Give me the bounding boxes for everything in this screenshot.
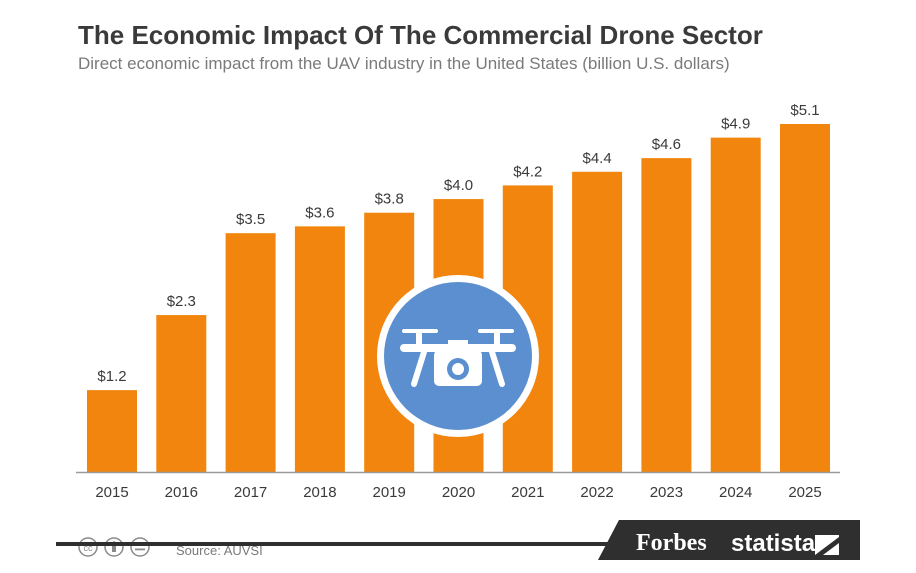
x-tick-2018: 2018 <box>303 484 336 501</box>
x-tick-2021: 2021 <box>511 484 544 501</box>
x-tick-2015: 2015 <box>95 484 128 501</box>
statista-brand: statista <box>731 530 816 557</box>
x-tick-2023: 2023 <box>650 484 683 501</box>
data-label-2019: $3.8 <box>375 191 404 208</box>
data-label-2024: $4.9 <box>721 116 750 133</box>
cc-icon: cc <box>78 537 98 557</box>
footer-bar <box>56 542 860 546</box>
data-label-2017: $3.5 <box>236 211 265 228</box>
forbes-brand: Forbes <box>636 530 707 556</box>
x-tick-2020: 2020 <box>442 484 475 501</box>
bar-2023 <box>641 158 692 472</box>
bar-2025 <box>780 124 830 472</box>
bar-2015 <box>87 390 137 472</box>
license-icons: cc <box>78 536 158 563</box>
chart-subtitle: Direct economic impact from the UAV indu… <box>78 54 730 73</box>
data-label-2025: $5.1 <box>790 102 819 119</box>
attribution-icon <box>104 537 124 557</box>
x-tick-2025: 2025 <box>788 484 821 501</box>
x-tick-2016: 2016 <box>165 484 198 501</box>
bar-chart: $1.2 2015 $2.3 2016 $3.5 2017 $3.6 2018 $3.8 2019… <box>76 102 840 501</box>
svg-text:cc: cc <box>84 543 94 553</box>
data-label-2016: $2.3 <box>167 293 196 310</box>
bar-2018 <box>294 226 345 472</box>
data-label-2020: $4.0 <box>444 177 473 194</box>
chart-title: The Economic Impact Of The Commercial Dr… <box>78 20 763 50</box>
data-label-2022: $4.4 <box>582 150 611 167</box>
data-label-2021: $4.2 <box>513 163 542 180</box>
data-label-2023: $4.6 <box>652 136 681 153</box>
source-note: Source: AUVSI <box>176 543 263 558</box>
bar-2024 <box>710 137 761 472</box>
x-tick-2019: 2019 <box>373 484 406 501</box>
x-tick-2024: 2024 <box>719 484 752 501</box>
data-label-2018: $3.6 <box>305 204 334 221</box>
data-label-2015: $1.2 <box>97 368 126 385</box>
x-tick-2022: 2022 <box>580 484 613 501</box>
no-derivatives-icon <box>130 537 150 557</box>
bar-2016 <box>156 315 207 472</box>
x-tick-2017: 2017 <box>234 484 267 501</box>
statista-logo-icon <box>815 535 839 560</box>
drone-icon <box>377 275 539 437</box>
bar-2022 <box>572 171 623 472</box>
bar-2017 <box>225 233 276 472</box>
